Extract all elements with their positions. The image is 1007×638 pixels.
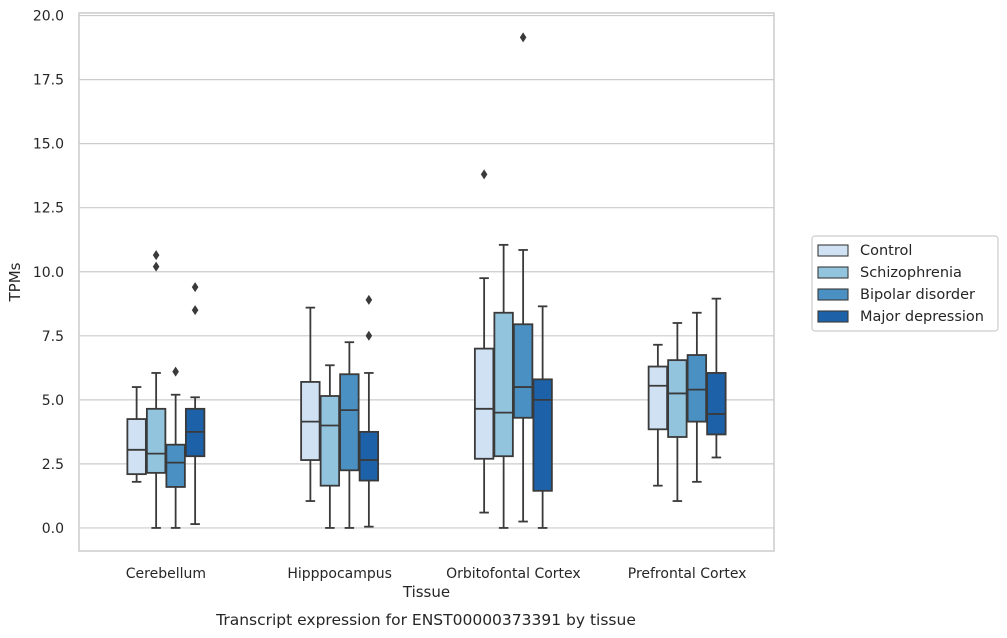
- y-tick-label: 5.0: [42, 393, 64, 409]
- box-schizophrenia: [319, 364, 341, 529]
- box-iqr: [686, 354, 708, 423]
- outlier-point: [152, 250, 160, 261]
- x-tick-label: Hipppocampus: [287, 566, 392, 582]
- legend-label: Control: [860, 243, 912, 259]
- outlier-point: [480, 169, 488, 180]
- outlier-point: [152, 261, 160, 272]
- y-tick-label: 17.5: [33, 73, 64, 89]
- x-tick-label: Prefrontal Cortex: [628, 566, 747, 582]
- box-major-depression: [358, 294, 380, 528]
- box-schizophrenia: [493, 243, 514, 529]
- box-iqr: [358, 430, 380, 482]
- legend-swatch: [817, 266, 849, 279]
- y-tick-label: 2.5: [42, 457, 64, 473]
- box-iqr: [706, 372, 727, 436]
- legend-label: Bipolar disorder: [860, 287, 975, 303]
- box-iqr: [647, 365, 669, 431]
- box-iqr: [532, 378, 553, 492]
- box-control: [647, 343, 669, 487]
- box-bipolar-disorder: [339, 341, 360, 529]
- x-axis-ticks: Cerebellum Hipppocampus Orbitofontal Corte…: [126, 566, 747, 582]
- x-axis-label: Tissue: [402, 583, 450, 601]
- y-tick-label: 10.0: [33, 265, 64, 281]
- legend-swatch: [817, 310, 849, 323]
- box-major-depression: [706, 297, 727, 459]
- outlier-point: [191, 282, 199, 293]
- y-tick-label: 7.5: [42, 329, 64, 345]
- box-iqr: [145, 407, 167, 474]
- box-schizophrenia: [667, 322, 688, 502]
- box-control: [300, 306, 321, 502]
- y-tick-label: 20.0: [33, 9, 64, 25]
- legend: Control Schizophrenia Bipolar disorder Majo…: [811, 235, 999, 332]
- legend-swatch: [817, 288, 849, 301]
- box-iqr: [512, 323, 534, 419]
- y-axis-label: TPMs: [6, 262, 24, 302]
- y-axis-ticks: 0.0 2.5 5.0 7.5 10.0 12.5 15.0 17.5 20.0: [33, 9, 64, 537]
- y-tick-label: 15.0: [33, 137, 64, 153]
- outlier-point: [191, 305, 199, 316]
- y-tick-label: 0.0: [42, 521, 64, 537]
- box-iqr: [667, 359, 688, 438]
- box-iqr: [493, 311, 514, 458]
- x-tick-label: Orbitofontal Cortex: [446, 566, 581, 582]
- box-iqr: [319, 395, 341, 487]
- outlier-point: [365, 294, 373, 305]
- box-iqr: [473, 347, 495, 460]
- outlier-point: [365, 330, 373, 341]
- box-major-depression: [184, 282, 206, 525]
- x-tick-label: Cerebellum: [126, 566, 206, 582]
- legend-label: Major depression: [860, 309, 984, 325]
- legend-label: Schizophrenia: [860, 265, 962, 281]
- box-iqr: [126, 418, 147, 476]
- plot-frame: [78, 12, 775, 552]
- chart-caption: Transcript expression for ENST0000037339…: [215, 611, 636, 629]
- outlier-point: [172, 366, 179, 377]
- box-schizophrenia: [145, 250, 167, 529]
- box-control: [126, 386, 147, 483]
- box-control: [473, 169, 495, 514]
- legend-frame: [811, 235, 999, 332]
- box-iqr: [165, 443, 186, 488]
- box-bipolar-disorder: [686, 311, 708, 483]
- box-bipolar-disorder: [165, 366, 186, 529]
- legend-swatch: [817, 244, 849, 257]
- box-iqr: [339, 373, 360, 472]
- box-major-depression: [532, 305, 553, 529]
- y-tick-label: 12.5: [33, 201, 64, 217]
- box-plot-area: [126, 32, 727, 529]
- box-bipolar-disorder: [512, 32, 534, 523]
- outlier-point: [519, 32, 527, 43]
